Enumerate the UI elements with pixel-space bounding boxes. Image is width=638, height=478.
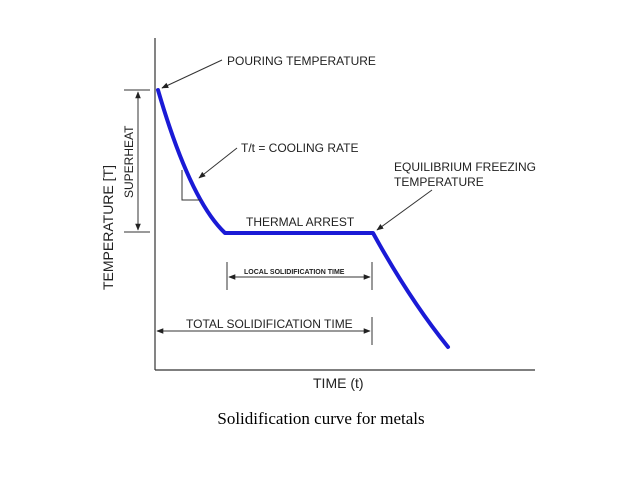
pouring-temperature-label: POURING TEMPERATURE [227,54,376,68]
pouring-leader-arrow [161,59,223,89]
cooling-rate-triangle [181,170,201,201]
cooling-rate-leader-arrow [198,147,238,179]
equilibrium-label-line2: TEMPERATURE [394,175,484,189]
y-axis-label: TEMPERATURE [T] [100,165,116,290]
superheat-label: SUPERHEAT [122,125,136,198]
cooling-rate-label: T/t = COOLING RATE [241,141,358,155]
figure-caption: Solidification curve for metals [217,409,424,428]
equilibrium-leader-arrow [376,189,433,231]
thermal-arrest-label: THERMAL ARREST [246,215,355,229]
equilibrium-label-line1: EQUILIBRIUM FREEZING [394,160,536,174]
total-solidification-time-label: TOTAL SOLIDIFICATION TIME [186,317,353,331]
cooling-curve [156,88,450,349]
local-solidification-time-label: LOCAL SOLIDIFICATION TIME [244,269,345,276]
x-axis-label: TIME (t) [313,375,364,391]
